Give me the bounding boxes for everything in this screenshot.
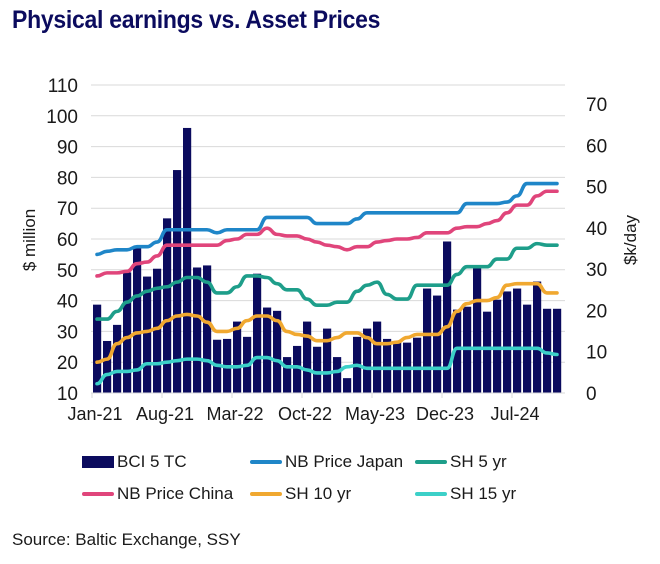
bar-bci-5-tc bbox=[513, 288, 522, 393]
y-tick-label: 70 bbox=[57, 199, 78, 220]
legend-item-nb-price-china: NB Price China bbox=[82, 484, 233, 504]
y2-tick-label: 30 bbox=[586, 260, 607, 281]
legend-item-bci-5-tc: BCI 5 TC bbox=[82, 452, 187, 472]
line-nb-price-japan bbox=[95, 181, 559, 257]
bar-bci-5-tc bbox=[183, 127, 192, 394]
bar-bci-5-tc bbox=[483, 311, 492, 393]
bar-bci-5-tc bbox=[303, 321, 312, 393]
x-tick-label: Mar-22 bbox=[206, 404, 263, 424]
bar-bci-5-tc bbox=[443, 241, 452, 393]
line-sh-10-yr bbox=[95, 281, 559, 364]
y2-tick-label: 60 bbox=[586, 136, 607, 157]
x-tick-label: Dec-23 bbox=[416, 404, 474, 424]
y2-axis-label: $k/day bbox=[621, 214, 640, 265]
y-tick-label: 20 bbox=[57, 353, 78, 374]
bar-bci-5-tc bbox=[203, 265, 212, 393]
line-series-group bbox=[95, 181, 559, 386]
x-axis: Jan-21 Aug-21 Mar-22 Oct-22 May-23 Dec-23 Jul-… bbox=[67, 392, 565, 424]
chart-svg: 10 20 30 40 50 60 70 80 90 100 110 0 10 20 30 40 50 60 70… bbox=[20, 76, 640, 424]
bar-bci-5-tc bbox=[273, 310, 282, 393]
y2-tick-label: 70 bbox=[586, 95, 607, 116]
bar-bci-5-tc bbox=[503, 291, 512, 393]
bar-bci-5-tc bbox=[323, 328, 332, 393]
legend-item-sh-15-yr: SH 15 yr bbox=[415, 484, 516, 504]
bar-bci-5-tc bbox=[263, 307, 272, 393]
y-axis-label: $ million bbox=[20, 209, 39, 271]
bar-bci-5-tc bbox=[133, 248, 142, 393]
y2-tick-label: 20 bbox=[586, 301, 607, 322]
bar-bci-5-tc bbox=[343, 378, 352, 393]
legend-label: SH 15 yr bbox=[450, 484, 517, 503]
y-tick-label: 90 bbox=[57, 138, 78, 159]
y-tick-label: 100 bbox=[46, 107, 78, 128]
legend-label: SH 10 yr bbox=[285, 484, 352, 503]
bar-series-bci-5-tc bbox=[93, 127, 562, 394]
bar-bci-5-tc bbox=[153, 268, 162, 393]
bar-bci-5-tc bbox=[333, 357, 342, 393]
y2-tick-label: 10 bbox=[586, 343, 607, 364]
bar-bci-5-tc bbox=[473, 266, 482, 393]
x-tick-label: Jan-21 bbox=[67, 404, 122, 424]
x-tick-label: Jul-24 bbox=[490, 404, 539, 424]
bar-bci-5-tc bbox=[543, 308, 552, 393]
legend-item-sh-5-yr: SH 5 yr bbox=[415, 452, 507, 472]
line-sh-15-yr bbox=[95, 346, 559, 386]
legend-item-sh-10-yr: SH 10 yr bbox=[250, 484, 351, 504]
bar-bci-5-tc bbox=[313, 346, 322, 393]
legend-item-nb-price-japan: NB Price Japan bbox=[250, 452, 403, 472]
legend-label: NB Price China bbox=[117, 484, 234, 503]
y-tick-label: 10 bbox=[57, 384, 78, 405]
line-sh-5-yr bbox=[95, 241, 559, 321]
bar-bci-5-tc bbox=[493, 299, 502, 393]
legend-swatch bbox=[415, 460, 447, 464]
x-tick-label: Aug-21 bbox=[136, 404, 194, 424]
y-axis-left: 10 20 30 40 50 60 70 80 90 100 110 bbox=[46, 76, 78, 405]
y-tick-label: 80 bbox=[57, 168, 78, 189]
bar-bci-5-tc bbox=[103, 340, 112, 393]
bar-bci-5-tc bbox=[293, 345, 302, 393]
y-tick-label: 30 bbox=[57, 322, 78, 343]
x-tick-label: May-23 bbox=[345, 404, 405, 424]
legend-swatch bbox=[415, 492, 447, 496]
bar-bci-5-tc bbox=[283, 357, 292, 393]
line-nb-price-china bbox=[95, 189, 559, 278]
bar-bci-5-tc bbox=[433, 295, 442, 393]
bar-bci-5-tc bbox=[163, 218, 172, 393]
y-tick-label: 50 bbox=[57, 261, 78, 282]
source-note: Source: Baltic Exchange, SSY bbox=[12, 530, 241, 549]
x-tick-label: Oct-22 bbox=[278, 404, 332, 424]
bar-bci-5-tc bbox=[453, 309, 462, 393]
y-axis-right: 0 10 20 30 40 50 60 70 bbox=[586, 95, 607, 405]
bar-bci-5-tc bbox=[123, 272, 132, 393]
bar-bci-5-tc bbox=[93, 304, 102, 393]
bar-bci-5-tc bbox=[553, 308, 562, 393]
y2-tick-label: 40 bbox=[586, 219, 607, 240]
legend-label: BCI 5 TC bbox=[117, 452, 187, 471]
legend-label: SH 5 yr bbox=[450, 452, 507, 471]
legend-swatch bbox=[82, 492, 114, 496]
bar-bci-5-tc bbox=[373, 321, 382, 393]
bar-bci-5-tc bbox=[253, 273, 262, 393]
bar-bci-5-tc bbox=[533, 281, 542, 393]
legend-swatch bbox=[250, 492, 282, 496]
bar-bci-5-tc bbox=[143, 276, 152, 393]
y-tick-label: 60 bbox=[57, 230, 78, 251]
legend-swatch bbox=[82, 456, 114, 468]
legend-swatch bbox=[250, 460, 282, 464]
chart-title: Physical earnings vs. Asset Prices bbox=[12, 6, 381, 34]
y2-tick-label: 0 bbox=[586, 384, 597, 405]
bar-bci-5-tc bbox=[193, 267, 202, 393]
bar-bci-5-tc bbox=[113, 324, 122, 393]
y2-tick-label: 50 bbox=[586, 178, 607, 199]
bar-bci-5-tc bbox=[413, 337, 422, 393]
bar-bci-5-tc bbox=[233, 321, 242, 393]
bar-bci-5-tc bbox=[363, 328, 372, 393]
y-tick-label: 110 bbox=[48, 76, 78, 97]
bar-bci-5-tc bbox=[383, 338, 392, 393]
legend-label: NB Price Japan bbox=[285, 452, 404, 471]
bar-bci-5-tc bbox=[423, 288, 432, 393]
y-tick-label: 40 bbox=[57, 292, 78, 313]
